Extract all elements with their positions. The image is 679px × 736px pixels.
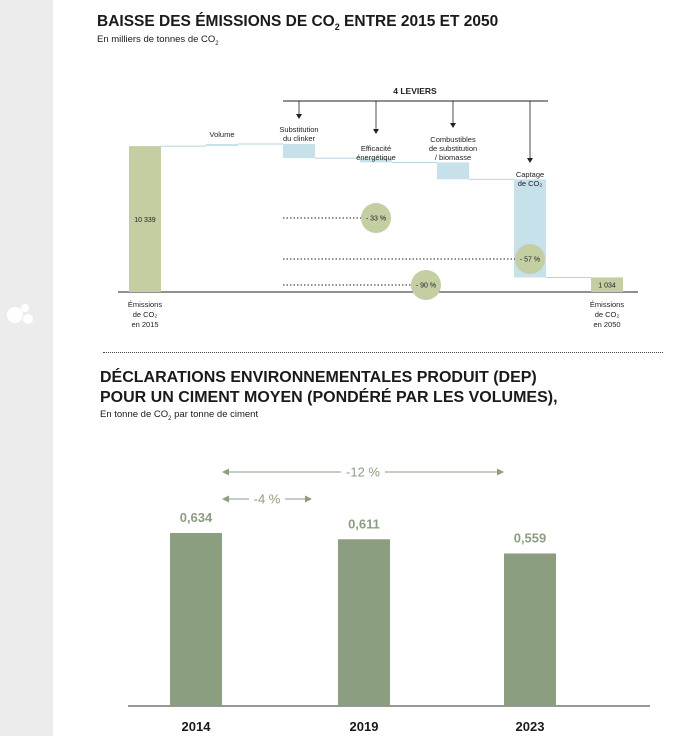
section-divider bbox=[103, 352, 663, 353]
step-label: Captage bbox=[516, 170, 544, 179]
step-label: de CO₂ bbox=[518, 179, 543, 188]
annotation-label: - 90 % bbox=[416, 283, 436, 290]
end-category-label: de CO₂ bbox=[595, 310, 620, 319]
annotation-label: - 57 % bbox=[520, 257, 540, 264]
step-bar bbox=[437, 162, 469, 180]
chart1-subtitle-sub: 2 bbox=[215, 40, 219, 47]
bar-value-label: 0,559 bbox=[514, 530, 547, 545]
comparison-arrowhead-left bbox=[222, 468, 229, 476]
chart2-title-line1: DÉCLARATIONS ENVIRONNEMENTALES PRODUIT (… bbox=[100, 369, 537, 386]
chart2-subtitle: En tonne de CO2 par tonne de ciment bbox=[100, 409, 258, 422]
step-label: / biomasse bbox=[435, 153, 471, 162]
chart2-subtitle-tail: par tonne de ciment bbox=[171, 409, 259, 420]
annotation-circle bbox=[411, 270, 441, 300]
chart2-subtitle-main: En tonne de CO bbox=[100, 409, 169, 420]
chart1-subtitle: En milliers de tonnes de CO2 bbox=[97, 34, 219, 47]
step-label: énergétique bbox=[356, 153, 396, 162]
start-category-label: Émissions bbox=[128, 300, 162, 309]
chart1-title-main: BAISSE DES ÉMISSIONS DE CO bbox=[97, 13, 335, 30]
chart1-subtitle-main: En milliers de tonnes de CO bbox=[97, 34, 216, 45]
comparison-arrowhead-left bbox=[222, 495, 229, 503]
chart1-title: BAISSE DES ÉMISSIONS DE CO2 ENTRE 2015 E… bbox=[97, 13, 498, 32]
chart2-title: DÉCLARATIONS ENVIRONNEMENTALES PRODUIT (… bbox=[100, 368, 558, 408]
comparison-arrowhead-right bbox=[497, 468, 504, 476]
x-tick-label: 2019 bbox=[350, 719, 379, 734]
end-bar bbox=[591, 277, 623, 292]
chart1-title-sub: 2 bbox=[334, 22, 340, 33]
step-bar bbox=[206, 144, 238, 147]
bar bbox=[504, 553, 556, 706]
step-label: Efficacité bbox=[361, 144, 391, 153]
bar-value-label: 0,634 bbox=[180, 510, 213, 525]
levers-arrowhead bbox=[527, 158, 533, 163]
x-tick-label: 2023 bbox=[516, 719, 545, 734]
step-label: Combustibles bbox=[430, 135, 476, 144]
chart2-subtitle-sub: 2 bbox=[168, 415, 172, 422]
annotation-circle bbox=[361, 203, 391, 233]
start-category-label: en 2015 bbox=[131, 320, 158, 329]
annotation-circle bbox=[515, 244, 545, 274]
chart1-title-tail: ENTRE 2015 ET 2050 bbox=[339, 13, 499, 30]
end-category-label: Émissions bbox=[590, 300, 624, 309]
step-label: du clinker bbox=[283, 134, 316, 143]
levers-arrowhead bbox=[450, 123, 456, 128]
annotation-label: - 33 % bbox=[366, 216, 386, 223]
step-label: Volume bbox=[209, 130, 234, 139]
levers-bracket-label: 4 LEVIERS bbox=[393, 86, 437, 96]
bar-value-label: 0,611 bbox=[348, 516, 380, 531]
levers-arrowhead bbox=[373, 129, 379, 134]
levers-arrowhead bbox=[296, 114, 302, 119]
x-tick-label: 2014 bbox=[182, 719, 212, 734]
chart2-title-line2: POUR UN CIMENT MOYEN (PONDÉRÉ PAR LES VO… bbox=[100, 389, 558, 406]
start-value-label: 10 339 bbox=[134, 217, 156, 224]
bar-chart: 0,634 2014 0,611 2019 0,559 2023 -12 % -4 % bbox=[128, 465, 650, 734]
side-strip bbox=[0, 0, 53, 736]
end-value-label: 1 034 bbox=[598, 283, 616, 290]
comparison-label: -4 % bbox=[254, 492, 281, 507]
step-bar bbox=[283, 144, 315, 159]
end-category-label: en 2050 bbox=[593, 320, 620, 329]
comparison-arrowhead-right bbox=[305, 495, 312, 503]
start-bar bbox=[129, 146, 161, 292]
step-bar bbox=[360, 158, 392, 163]
comparison-label: -12 % bbox=[346, 465, 380, 480]
bar bbox=[338, 539, 390, 706]
step-label: Substitution bbox=[279, 125, 318, 134]
brand-dots-icon bbox=[7, 304, 33, 324]
step-label: de substitution bbox=[429, 144, 477, 153]
start-category-label: de CO₂ bbox=[133, 310, 158, 319]
bar bbox=[170, 533, 222, 706]
